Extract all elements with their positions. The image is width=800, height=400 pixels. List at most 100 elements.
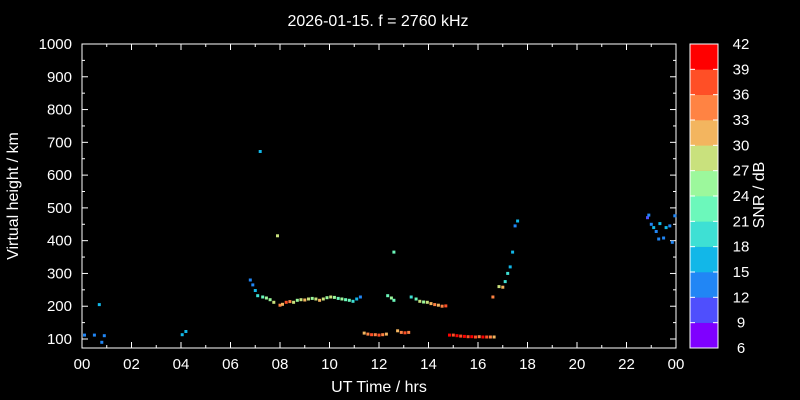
colorbar-tick-label: 33	[733, 112, 750, 129]
data-point	[488, 335, 492, 339]
data-point	[386, 294, 390, 298]
data-point	[414, 297, 418, 301]
data-point	[444, 304, 448, 308]
y-tick-label: 800	[47, 102, 72, 119]
data-point	[455, 334, 459, 338]
data-point	[303, 298, 307, 302]
data-point	[668, 224, 672, 228]
x-tick-label: 16	[470, 356, 487, 373]
colorbar-segment	[690, 170, 718, 197]
colorbar-tick-label: 42	[733, 36, 750, 53]
data-point	[462, 334, 466, 338]
data-point	[292, 300, 296, 304]
data-point	[351, 299, 355, 303]
data-point	[513, 224, 517, 228]
data-point	[381, 333, 385, 337]
data-point	[253, 289, 257, 292]
data-point	[314, 297, 318, 301]
x-tick-label: 06	[222, 356, 239, 373]
data-point	[425, 300, 429, 304]
data-point	[433, 303, 437, 307]
data-point	[332, 295, 336, 299]
data-point	[344, 298, 348, 302]
data-point	[358, 295, 362, 299]
data-point	[646, 216, 649, 220]
data-point	[481, 335, 485, 339]
data-point	[477, 335, 481, 339]
data-point	[501, 285, 505, 289]
y-tick-label: 1000	[39, 36, 72, 53]
colorbar-segment	[690, 297, 718, 323]
data-point	[436, 303, 440, 307]
data-point	[318, 298, 322, 302]
data-point	[256, 294, 260, 298]
data-point	[409, 295, 413, 299]
colorbar-segment	[690, 120, 718, 146]
data-point	[370, 333, 374, 337]
data-point	[180, 333, 184, 337]
x-tick-label: 02	[123, 356, 140, 373]
colorbar-tick-label: 9	[737, 315, 745, 332]
data-point	[497, 285, 501, 289]
colorbar-segment	[690, 69, 718, 95]
colorbar-label: SNR / dB	[751, 162, 768, 229]
colorbar: 6 9 12 15 18 21 24 27 30 33 36 39 42	[689, 36, 750, 357]
data-point	[662, 236, 666, 240]
colorbar-segment	[690, 196, 718, 222]
data-point	[403, 331, 407, 335]
colorbar-tick-label: 18	[733, 239, 750, 256]
data-point	[418, 299, 422, 303]
data-point	[92, 333, 96, 337]
data-point	[373, 333, 377, 337]
data-point	[278, 303, 282, 307]
data-point	[384, 332, 388, 336]
x-tick-label: 00	[668, 356, 685, 373]
data-point	[422, 300, 426, 304]
colorbar-segment	[690, 272, 718, 298]
data-point	[268, 298, 272, 302]
colorbar-segment	[690, 246, 718, 273]
y-tick-label: 100	[47, 331, 72, 348]
y-tick-label: 400	[47, 233, 72, 250]
colorbar-segment	[690, 145, 718, 171]
data-point	[399, 330, 403, 334]
data-point	[440, 304, 444, 308]
data-point	[295, 298, 299, 302]
data-point	[325, 296, 329, 300]
data-point	[448, 333, 451, 337]
data-point	[508, 265, 512, 269]
x-tick-label: 04	[173, 356, 190, 373]
colorbar-tick-label: 6	[737, 340, 745, 357]
data-point	[407, 330, 411, 334]
data-point	[261, 295, 265, 299]
colorbar-tick-label: 24	[733, 188, 750, 205]
data-point	[321, 297, 325, 301]
data-point	[288, 300, 292, 304]
data-point	[658, 222, 662, 226]
data-point	[673, 214, 677, 218]
data-point	[470, 335, 474, 339]
data-point	[670, 240, 674, 244]
data-point	[276, 234, 279, 238]
data-point	[466, 335, 470, 339]
colorbar-tick-label: 21	[733, 213, 750, 230]
colorbar-segment	[690, 221, 718, 247]
y-tick-label: 200	[47, 298, 72, 315]
data-point	[83, 333, 86, 337]
x-tick-label: 14	[420, 356, 437, 373]
x-tick-label: 10	[321, 356, 338, 373]
y-axis: 100 200 300 400 500 600 700 800 900 1000	[39, 36, 676, 348]
data-point	[451, 333, 455, 337]
x-tick-label: 08	[272, 356, 289, 373]
x-tick-label: 00	[74, 356, 91, 373]
data-point	[102, 334, 106, 338]
data-point	[491, 295, 495, 299]
data-point	[389, 296, 393, 300]
data-point	[310, 296, 314, 300]
data-point	[492, 335, 496, 339]
plot-frame	[81, 43, 677, 349]
x-tick-label: 18	[519, 356, 536, 373]
data-point	[340, 297, 344, 301]
data-point	[657, 237, 661, 241]
data-point	[503, 280, 507, 284]
